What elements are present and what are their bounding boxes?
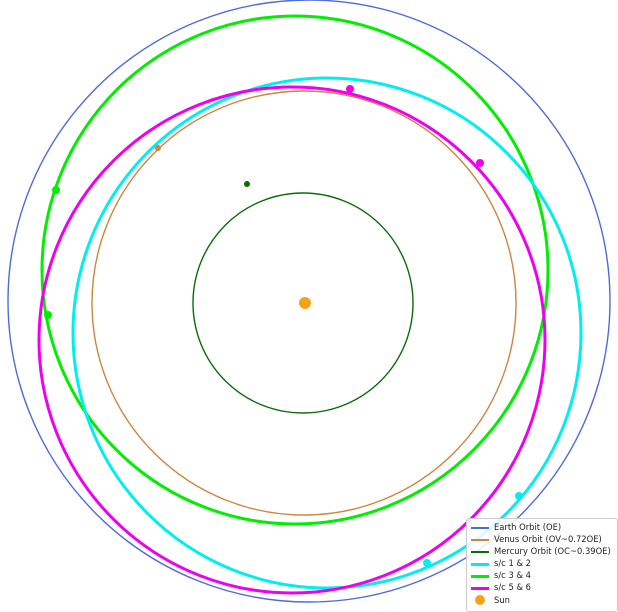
- mercury-marker: [244, 181, 250, 187]
- earth-line-swatch: [471, 527, 489, 529]
- sc12-line-swatch: [471, 563, 489, 566]
- legend-label-venus: Venus Orbit (OV~0.72OE): [494, 534, 602, 544]
- sc1-marker: [515, 492, 523, 500]
- venus-marker: [155, 145, 161, 151]
- sun-marker: [299, 297, 311, 309]
- earth-orbit: [7, 0, 611, 603]
- sc34-line-swatch: [471, 575, 489, 578]
- legend-label-sun: Sun: [494, 595, 510, 605]
- sc2-marker: [423, 559, 431, 567]
- sc5-marker: [346, 85, 354, 93]
- legend: Earth Orbit (OE) Venus Orbit (OV~0.72OE)…: [466, 518, 618, 612]
- legend-label-earth: Earth Orbit (OE): [494, 522, 562, 532]
- legend-label-sc34: s/c 3 & 4: [494, 570, 531, 580]
- legend-label-sc12: s/c 1 & 2: [494, 558, 531, 568]
- sc56-orbit: [37, 85, 547, 595]
- mercury-line-swatch: [471, 551, 489, 553]
- sc3-marker: [52, 186, 60, 194]
- legend-label-mercury: Mercury Orbit (OC~0.39OE): [494, 546, 611, 556]
- mercury-orbit: [192, 192, 414, 414]
- legend-label-sc56: s/c 5 & 6: [494, 582, 531, 592]
- sc34-orbit: [40, 14, 550, 526]
- sc4-marker: [44, 311, 52, 319]
- sc56-line-swatch: [471, 587, 489, 590]
- venus-line-swatch: [471, 539, 489, 541]
- sc12-orbit: [71, 76, 583, 590]
- venus-orbit: [91, 90, 517, 516]
- sun-dot-swatch: [475, 595, 485, 605]
- sc6-marker: [476, 159, 484, 167]
